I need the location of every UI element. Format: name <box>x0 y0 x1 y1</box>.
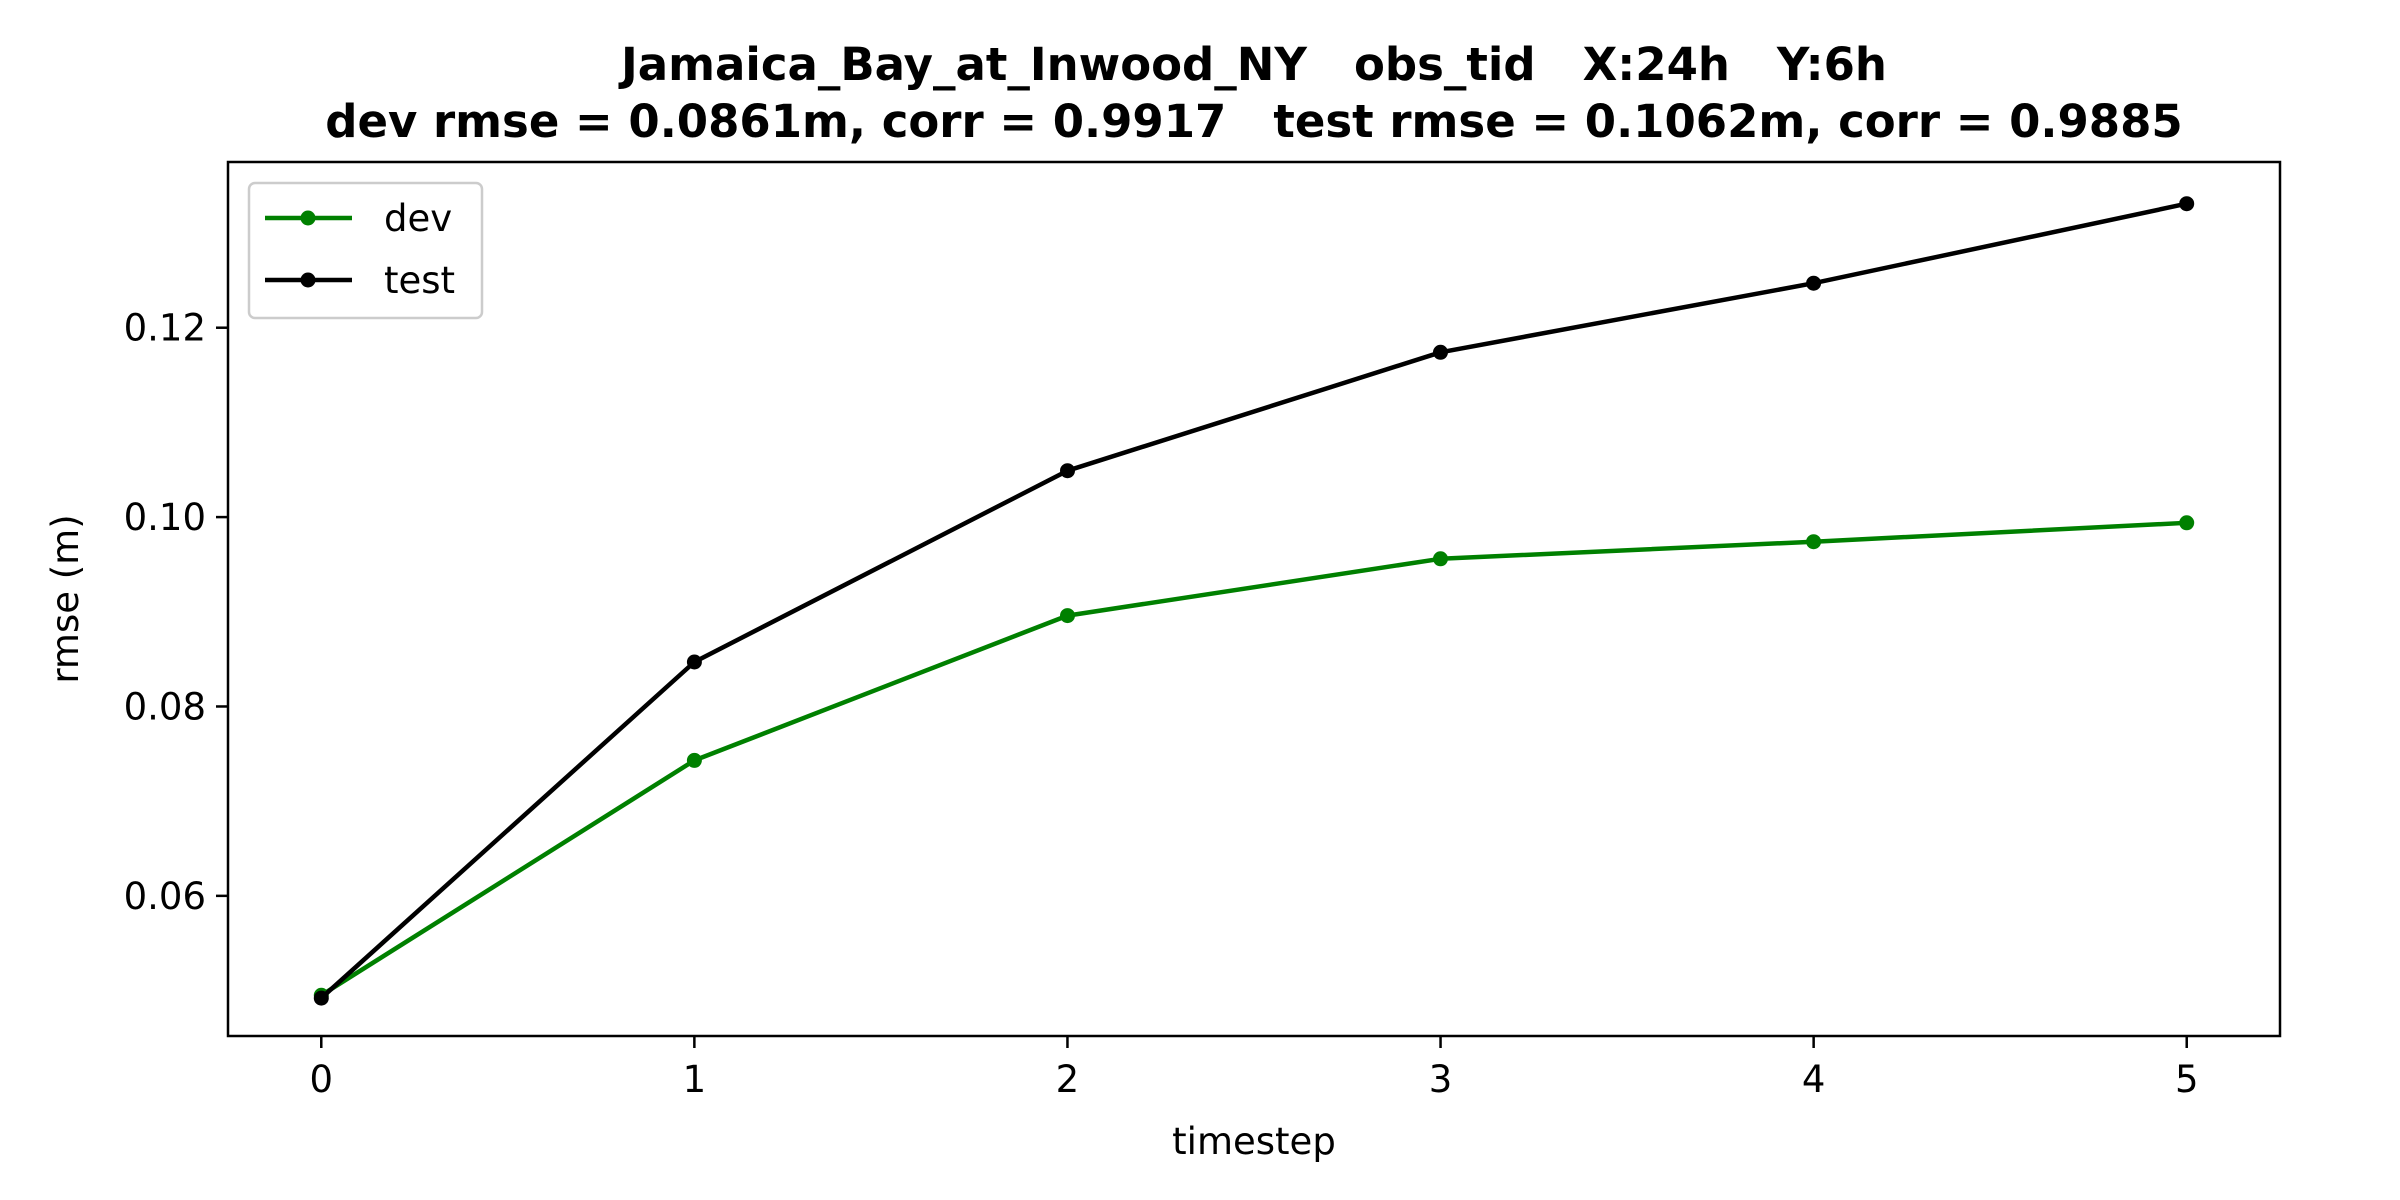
x-tick-label-4: 4 <box>1802 1058 1826 1101</box>
point-dev-2 <box>1060 608 1075 624</box>
chart-title-line-1: Jamaica_Bay_at_Inwood_NY obs_tid X:24h Y… <box>618 38 1887 91</box>
point-test-2 <box>1060 463 1075 479</box>
legend: dev test <box>247 181 484 320</box>
point-test-5 <box>2179 196 2195 212</box>
legend-label-dev: dev <box>384 197 452 240</box>
legend-marker-test <box>300 272 316 288</box>
legend-marker-dev <box>300 210 316 226</box>
y-tick-label-2: 0.10 <box>124 496 206 539</box>
x-tick-label-0: 0 <box>309 1058 333 1101</box>
y-tick-label-3: 0.12 <box>124 307 206 350</box>
x-tick-label-1: 1 <box>683 1058 707 1101</box>
legend-label-test: test <box>384 259 455 302</box>
series-line-dev <box>318 520 2190 999</box>
series-line-test <box>318 201 2190 1002</box>
point-dev-5 <box>2179 515 2195 531</box>
y-tick-label-1: 0.08 <box>124 685 206 728</box>
chart-title-line-2: dev rmse = 0.0861m, corr = 0.9917 test r… <box>325 95 2183 148</box>
point-dev-3 <box>1433 551 1448 567</box>
point-dev-4 <box>1806 534 1822 550</box>
plot-area <box>313 196 2195 1006</box>
point-test-1 <box>686 654 702 670</box>
point-test-4 <box>1806 275 1822 291</box>
y-tick-label-0: 0.06 <box>124 875 206 918</box>
y-axis-label: rmse (m) <box>44 514 87 683</box>
point-test-0 <box>313 990 329 1006</box>
x-tick-label-2: 2 <box>1056 1058 1080 1101</box>
x-axis-label: timestep <box>1172 1120 1336 1163</box>
point-dev-1 <box>686 752 702 768</box>
x-tick-label-5: 5 <box>2175 1058 2199 1101</box>
point-test-3 <box>1433 344 1448 360</box>
axis-ticks: 0 1 2 3 4 5 0.06 0.08 0.10 0.12 <box>124 307 2199 1101</box>
x-tick-label-3: 3 <box>1429 1058 1453 1101</box>
plot-frame <box>226 160 2282 1038</box>
